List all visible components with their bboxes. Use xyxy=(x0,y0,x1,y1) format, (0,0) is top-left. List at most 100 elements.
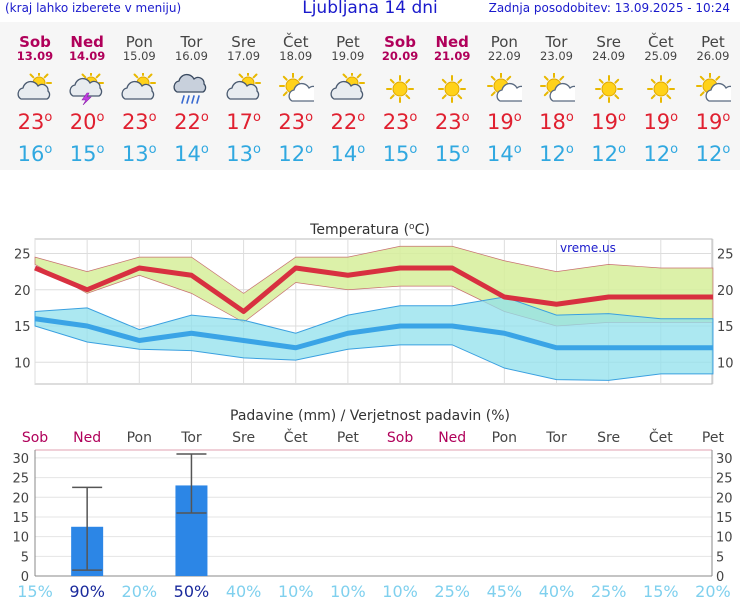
min-temp: 14o xyxy=(478,142,530,166)
x-category-label: Pet xyxy=(702,430,725,446)
degree-symbol: o xyxy=(513,110,522,125)
mostly-sunny-icon xyxy=(695,73,731,102)
day-name: Pon xyxy=(490,33,518,51)
chart-title: Temperatura (oC) xyxy=(309,222,430,238)
degree-symbol: o xyxy=(618,142,626,157)
min-temp-value: 14 xyxy=(174,142,201,166)
y-tick-label: 10 xyxy=(716,531,733,546)
thunderstorm-icon xyxy=(69,73,105,105)
max-temp: 19o xyxy=(478,110,530,134)
y-tick-label: 15 xyxy=(14,320,31,335)
max-temp: 20o xyxy=(61,110,113,134)
page-title: Ljubljana 14 dni xyxy=(302,0,438,18)
day-header: Pet 19.09 xyxy=(322,34,374,62)
min-temp: 12o xyxy=(583,142,635,166)
degree-symbol: o xyxy=(96,110,105,125)
degree-symbol: o xyxy=(461,142,470,157)
x-category-label: Sre xyxy=(232,430,255,446)
precip-probability: 90% xyxy=(69,582,105,600)
precip-probability: 10% xyxy=(330,582,366,600)
day-header: Tor 23.09 xyxy=(531,34,583,62)
chart-title: Padavine (mm) / Verjetnost padavin (%) xyxy=(230,408,510,424)
day-header: Tor 16.09 xyxy=(165,34,217,62)
y-tick-label: 5 xyxy=(21,550,29,565)
min-temp-value: 13 xyxy=(121,142,149,166)
degree-symbol: o xyxy=(148,142,157,157)
sunny-icon xyxy=(646,75,675,103)
day-date: 23.09 xyxy=(540,49,573,63)
day-date: 14.09 xyxy=(68,49,106,63)
max-temp: 19o xyxy=(687,110,739,134)
degree-symbol: o xyxy=(357,142,366,157)
degree-symbol: o xyxy=(409,110,418,125)
y-tick-label: 30 xyxy=(12,452,29,467)
degree-symbol: o xyxy=(252,142,261,157)
degree-symbol: o xyxy=(305,142,314,157)
precip-probability: 10% xyxy=(278,582,314,600)
x-category-label: Tor xyxy=(545,430,567,446)
day-name: Pon xyxy=(125,33,153,51)
max-temp: 23o xyxy=(9,110,61,134)
day-name: Pet xyxy=(336,33,360,51)
max-temp: 23o xyxy=(374,110,426,134)
degree-symbol: o xyxy=(200,142,209,157)
min-temp: 12o xyxy=(635,142,687,166)
degree-symbol: o xyxy=(722,110,731,125)
max-temp-value: 19 xyxy=(643,110,671,134)
day-date: 13.09 xyxy=(16,49,54,63)
day-header: Pon 22.09 xyxy=(478,34,530,62)
max-temp-value: 20 xyxy=(69,110,97,134)
sunny-icon xyxy=(386,75,415,103)
y-tick-label: 25 xyxy=(14,248,31,263)
degree-symbol: o xyxy=(96,142,105,157)
max-temp-value: 17 xyxy=(226,110,253,134)
max-temp: 22o xyxy=(322,110,374,134)
max-temp: 23o xyxy=(113,110,165,134)
max-temp: 23o xyxy=(270,110,322,134)
degree-symbol: o xyxy=(670,110,679,125)
day-name: Čet xyxy=(648,33,674,51)
partly-cloudy-icon xyxy=(121,73,157,100)
precip-probability: 40% xyxy=(539,582,575,600)
day-date: 16.09 xyxy=(174,49,208,63)
last-updated: Zadnja posodobitev: 13.09.2025 - 10:24 xyxy=(488,1,730,15)
day-name: Sre xyxy=(231,33,256,51)
day-header: Čet 25.09 xyxy=(635,34,687,62)
day-header: Sob 13.09 xyxy=(9,34,61,62)
degree-symbol: o xyxy=(409,142,418,157)
temperature-chart: Temperatura (oC) 10 10 15 15 20 20 25 25 vreme.us xyxy=(14,222,734,385)
degree-symbol: o xyxy=(565,142,574,157)
y-tick-label: 20 xyxy=(716,491,733,506)
sunny-icon xyxy=(438,75,467,103)
min-temp: 13o xyxy=(113,142,165,166)
day-date: 20.09 xyxy=(381,49,419,63)
y-tick-label: 10 xyxy=(717,356,734,371)
chart-title-unit: C) xyxy=(415,222,430,238)
y-tick-label: 25 xyxy=(12,472,29,487)
precip-probability: 15% xyxy=(17,582,53,600)
min-temp-value: 12 xyxy=(539,142,566,166)
max-temp-line xyxy=(34,265,713,314)
max-temp: 19o xyxy=(635,110,687,134)
watermark: vreme.us xyxy=(560,241,616,255)
min-temp: 12o xyxy=(531,142,583,166)
min-temp-value: 15 xyxy=(434,142,462,166)
precip-probability: 45% xyxy=(487,582,523,600)
y-tick-label: 10 xyxy=(12,531,29,546)
day-date: 19.09 xyxy=(331,49,365,63)
day-name: Tor xyxy=(180,33,203,51)
min-temp-value: 14 xyxy=(330,142,358,166)
degree-symbol: o xyxy=(148,110,157,125)
menu-note[interactable]: (kraj lahko izberete v meniju) xyxy=(5,1,182,15)
max-temp-value: 19 xyxy=(486,110,514,134)
degree-symbol: o xyxy=(722,142,731,157)
day-header: Ned 14.09 xyxy=(61,34,113,62)
min-temp: 15o xyxy=(374,142,426,166)
y-tick-label: 25 xyxy=(716,472,733,487)
mostly-sunny-icon xyxy=(487,73,523,102)
max-temp: 17o xyxy=(218,110,270,134)
day-name: Sre xyxy=(596,33,621,51)
degree-symbol: o xyxy=(618,110,626,125)
partly-cloudy-icon xyxy=(17,73,52,100)
day-date: 17.09 xyxy=(227,49,261,63)
